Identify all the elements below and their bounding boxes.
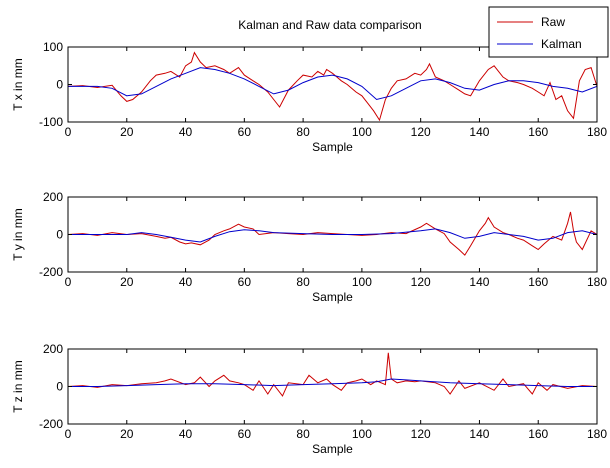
plots: 0 20 40 60 80 100 120 140 160 180-1000100SampleT … bbox=[11, 40, 607, 456]
x-axis-label: Sample bbox=[312, 140, 353, 154]
y-tick-label: 0 bbox=[56, 228, 63, 242]
legend-raw-label: Raw bbox=[541, 15, 565, 29]
subplot-3: 0 20 40 60 80 100 120 140 160 180-2000200SampleT … bbox=[11, 342, 607, 456]
x-axis-label: Sample bbox=[312, 290, 353, 304]
x-tick-label: 160 bbox=[528, 275, 548, 289]
x-tick-label: 180 bbox=[587, 275, 607, 289]
x-tick-label: 20 bbox=[120, 275, 134, 289]
y-tick-label: -100 bbox=[39, 115, 63, 129]
y-axis-label: T z in mm bbox=[11, 360, 25, 412]
x-tick-label: 40 bbox=[179, 427, 193, 441]
x-tick-label: 60 bbox=[238, 125, 252, 139]
x-tick-label: 80 bbox=[296, 275, 310, 289]
y-axis-label: T x in mm bbox=[11, 58, 25, 110]
x-tick-label: 40 bbox=[179, 275, 193, 289]
y-tick-label: 100 bbox=[43, 40, 63, 54]
x-tick-label: 120 bbox=[411, 275, 431, 289]
x-tick-label: 100 bbox=[352, 125, 372, 139]
series-line-raw bbox=[68, 51, 597, 122]
x-tick-label: 20 bbox=[120, 125, 134, 139]
subplot-2: 0 20 40 60 80 100 120 140 160 180-2000200SampleT … bbox=[11, 190, 607, 304]
x-tick-label: 60 bbox=[238, 275, 252, 289]
y-tick-label: 200 bbox=[43, 190, 63, 204]
x-tick-label: 120 bbox=[411, 125, 431, 139]
y-tick-label: -200 bbox=[39, 265, 63, 279]
series-line-kalman bbox=[68, 67, 597, 101]
y-tick-label: 0 bbox=[56, 380, 63, 394]
x-tick-label: 160 bbox=[528, 427, 548, 441]
x-tick-label: 60 bbox=[238, 427, 252, 441]
legend-box bbox=[488, 6, 609, 58]
series-line-kalman bbox=[68, 228, 597, 243]
x-tick-label: 180 bbox=[587, 427, 607, 441]
y-tick-label: 0 bbox=[56, 78, 63, 92]
x-tick-label: 100 bbox=[352, 427, 372, 441]
chart-title: Kalman and Raw data comparison bbox=[238, 18, 421, 32]
y-axis-label: T y in mm bbox=[11, 208, 25, 260]
y-tick-label: 200 bbox=[43, 342, 63, 356]
legend-kalman-label: Kalman bbox=[541, 37, 582, 51]
x-tick-label: 160 bbox=[528, 125, 548, 139]
x-tick-label: 20 bbox=[120, 427, 134, 441]
x-tick-label: 0 bbox=[65, 275, 72, 289]
x-tick-label: 140 bbox=[469, 275, 489, 289]
x-tick-label: 0 bbox=[65, 125, 72, 139]
x-tick-label: 100 bbox=[352, 275, 372, 289]
subplot-1: 0 20 40 60 80 100 120 140 160 180-1000100SampleT … bbox=[11, 40, 607, 154]
x-tick-label: 120 bbox=[411, 427, 431, 441]
x-tick-label: 80 bbox=[296, 427, 310, 441]
x-tick-label: 140 bbox=[469, 427, 489, 441]
series-line-raw bbox=[68, 211, 597, 256]
y-tick-label: -200 bbox=[39, 417, 63, 431]
x-tick-label: 80 bbox=[296, 125, 310, 139]
legend: Raw Kalman bbox=[488, 6, 609, 58]
x-tick-label: 0 bbox=[65, 427, 72, 441]
x-tick-label: 180 bbox=[587, 125, 607, 139]
x-tick-label: 140 bbox=[469, 125, 489, 139]
x-axis-label: Sample bbox=[312, 442, 353, 456]
series-line-kalman bbox=[68, 378, 597, 387]
x-tick-label: 40 bbox=[179, 125, 193, 139]
